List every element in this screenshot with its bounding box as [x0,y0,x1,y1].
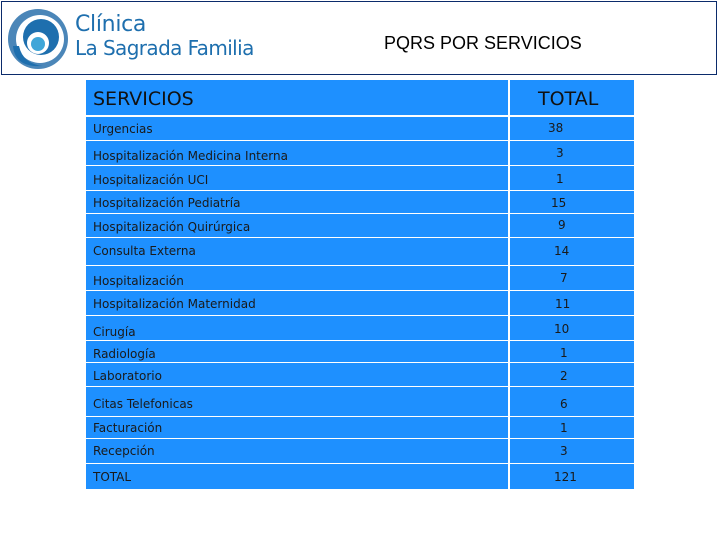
table-row: Urgencias 38 [86,117,634,141]
service-name: Recepción [93,444,155,458]
table-row: Cirugía 10 [86,316,634,341]
table-row: Hospitalización 7 [86,266,634,291]
table-row: Radiología 1 [86,341,634,363]
column-header-total-label: TOTAL [538,88,599,110]
column-header-service: SERVICIOS [86,80,510,115]
service-name: Hospitalización [93,274,184,288]
service-total: 15 [551,196,567,210]
service-name: Hospitalización Pediatría [93,196,241,210]
table-row: Citas Telefonicas 6 [86,387,634,417]
column-header-service-label: SERVICIOS [93,88,194,110]
services-table: SERVICIOS TOTAL Urgencias 38 Hospitaliza… [86,80,634,490]
table-row: Hospitalización Pediatría 15 [86,191,634,214]
service-total: 2 [560,369,568,383]
service-total: 14 [554,244,570,258]
clinic-logo: Clínica La Sagrada Familia [5,6,257,70]
service-total: 10 [554,322,570,336]
logo-text-line1: Clínica [75,12,147,37]
table-row: Facturación 1 [86,417,634,439]
service-name: Urgencias [93,122,153,136]
service-total: 7 [560,271,568,285]
table-row: Hospitalización Maternidad 11 [86,291,634,316]
page-title: PQRS POR SERVICIOS [384,33,582,53]
service-name: Hospitalización Maternidad [93,297,256,311]
total-value: 121 [554,470,577,484]
service-total: 9 [558,218,566,232]
service-total: 3 [560,444,568,458]
service-name: Facturación [93,421,163,435]
table-row: Hospitalización UCI 1 [86,166,634,191]
table-header-row: SERVICIOS TOTAL [86,80,634,117]
service-total: 1 [560,346,568,360]
service-name: Laboratorio [93,369,162,383]
table-row: Hospitalización Medicina Interna 3 [86,141,634,166]
table-total-row: TOTAL 121 [86,464,634,490]
service-name: Cirugía [93,325,136,339]
service-name: Hospitalización Quirúrgica [93,220,251,234]
service-total: 11 [555,297,571,311]
table-row: Recepción 3 [86,439,634,464]
service-total: 3 [556,146,564,160]
service-total: 6 [560,397,568,411]
service-name: Citas Telefonicas [93,397,193,411]
table-row: Laboratorio 2 [86,363,634,387]
service-name: Consulta Externa [93,244,196,258]
service-name: Radiología [93,347,156,361]
clinic-logo-icon [8,9,68,69]
table-row: Consulta Externa 14 [86,238,634,266]
header-bar: Clínica La Sagrada Familia PQRS POR SERV… [1,1,717,75]
service-total: 1 [556,172,564,186]
table-row: Hospitalización Quirúrgica 9 [86,214,634,238]
service-total: 38 [548,121,564,135]
logo-text-line2: La Sagrada Familia [75,36,254,60]
column-header-total: TOTAL [510,80,634,115]
total-label: TOTAL [93,470,132,484]
service-total: 1 [560,421,568,435]
service-name: Hospitalización UCI [93,173,209,187]
service-name: Hospitalización Medicina Interna [93,149,288,163]
